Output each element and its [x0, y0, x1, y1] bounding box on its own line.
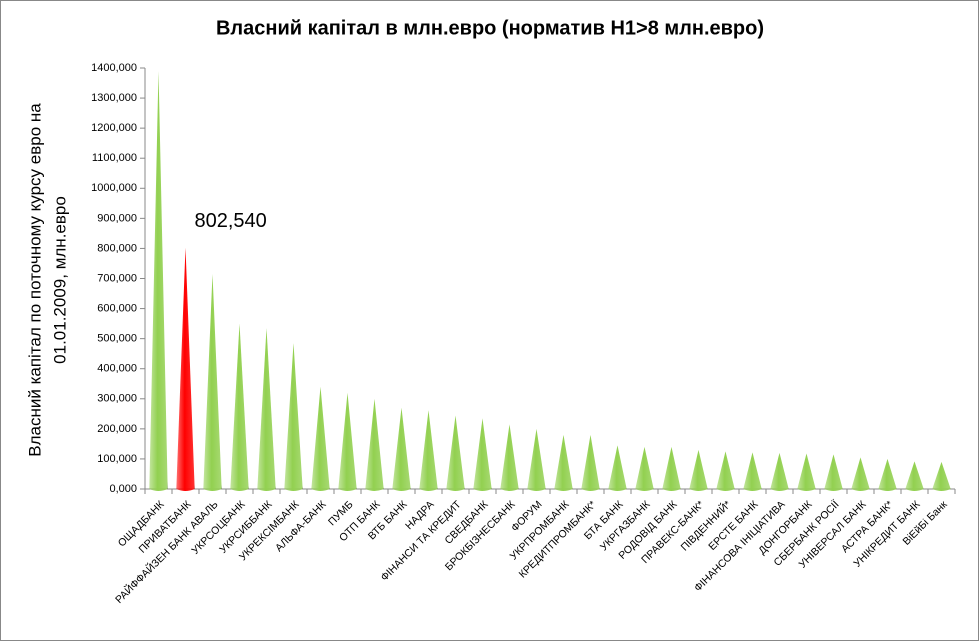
bar	[392, 407, 411, 491]
bar	[851, 457, 870, 491]
bar	[149, 71, 168, 491]
bar	[257, 328, 276, 491]
bar	[203, 273, 222, 491]
bar	[527, 428, 546, 491]
y-tick-label: 0,000	[109, 483, 137, 495]
bar	[878, 458, 897, 491]
bar	[770, 452, 789, 491]
bar	[365, 398, 384, 491]
bar	[932, 461, 951, 491]
y-tick-label: 500,000	[97, 333, 137, 345]
y-tick-label: 800,000	[97, 242, 137, 254]
y-tick-label: 1300,000	[91, 92, 137, 104]
y-tick-label: 900,000	[97, 212, 137, 224]
bar	[284, 343, 303, 491]
bar	[743, 452, 762, 491]
bar	[338, 392, 357, 491]
y-axis-label: Власний капітал по поточному курсу евро …	[25, 103, 44, 457]
data-label: 802,540	[195, 210, 267, 232]
bar	[500, 424, 519, 491]
bar	[635, 446, 654, 491]
bar	[689, 449, 708, 491]
bar	[824, 454, 843, 491]
bar	[662, 446, 681, 491]
y-axis-label: 01.01.2009, млн.евро	[50, 196, 69, 364]
bar	[554, 434, 573, 491]
bar	[419, 410, 438, 491]
bar	[608, 445, 627, 491]
y-tick-label: 1200,000	[91, 122, 137, 134]
bar	[905, 461, 924, 491]
chart-title: Власний капітал в млн.евро (норматив Н1>…	[216, 17, 764, 39]
bar	[716, 451, 735, 491]
y-tick-label: 300,000	[97, 393, 137, 405]
bar	[797, 453, 816, 491]
y-tick-label: 600,000	[97, 302, 137, 314]
y-tick-label: 200,000	[97, 423, 137, 435]
bar	[446, 415, 465, 491]
y-tick-label: 100,000	[97, 453, 137, 465]
y-tick-label: 1400,000	[91, 62, 137, 74]
bar	[473, 418, 492, 491]
bar	[176, 247, 195, 491]
bar	[230, 323, 249, 491]
y-tick-label: 1000,000	[91, 182, 137, 194]
y-tick-label: 400,000	[97, 363, 137, 375]
bar	[581, 434, 600, 491]
bar	[311, 386, 330, 491]
y-tick-label: 700,000	[97, 272, 137, 284]
y-tick-label: 1100,000	[92, 152, 137, 164]
